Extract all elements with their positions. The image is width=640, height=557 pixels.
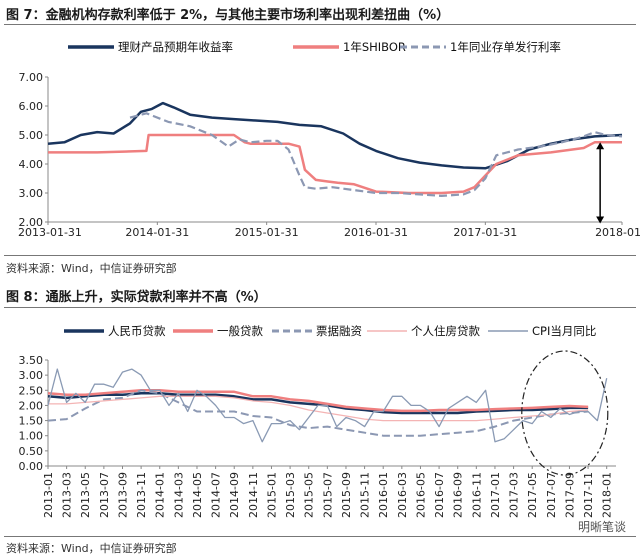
x-tick-label-31: 2018-01 — [601, 472, 614, 518]
y-tick-label-4: 5.00 — [19, 129, 44, 142]
chart-1: 理财产品预期年收益率 1年SHIBOR 1年同业存单发行利率 2.00 3.00 4.00… — [18, 40, 640, 239]
x-tick-label-11: 2014-09 — [228, 472, 241, 518]
chart-2-legend: 人民币贷款 一般贷款 票据融资 个人住房贷款 CPI当月同比 — [64, 324, 596, 338]
x-tick-label-12: 2014-11 — [247, 472, 260, 518]
y-tick-label-3: 1.00 — [19, 430, 44, 443]
x-tick-label-4: 2013-07 — [98, 472, 111, 518]
figure-2-title: 图 8：通胀上升，实际贷款利率并不高（%） — [6, 290, 267, 305]
legend-item-5: CPI当月同比 — [488, 324, 596, 338]
x-tick-label-13: 2015-01 — [265, 472, 278, 518]
chart-2-series-line-4 — [48, 395, 589, 422]
y-tick-label-7: 3.00 — [19, 369, 44, 382]
x-tick-label-18: 2015-11 — [359, 472, 372, 518]
chart-2-series-line-5 — [47, 368, 608, 443]
x-tick-label-22: 2016-07 — [433, 472, 446, 518]
y-tick-label-1: 2.00 — [19, 216, 44, 229]
x-tick-label-26: 2017-03 — [508, 472, 521, 518]
figure-2-source: 资料来源：Wind，中信证券研究部 — [6, 542, 177, 555]
legend-item-4: 个人住房贷款 — [367, 324, 480, 338]
x-tick-label-3: 2015-01-31 — [235, 226, 299, 239]
arrow-head-down — [596, 216, 605, 224]
x-tick-label-6: 2018-01-3 — [595, 226, 640, 239]
x-tick-label-6: 2013-11 — [135, 472, 148, 518]
y-tick-label-5: 2.00 — [19, 399, 44, 412]
x-tick-label-9: 2014-05 — [191, 472, 204, 518]
x-tick-label-21: 2016-05 — [414, 472, 427, 518]
x-tick-label-23: 2016-09 — [452, 472, 465, 518]
chart-2-series-line-3 — [47, 389, 589, 437]
y-tick-label-6: 2.50 — [19, 384, 44, 397]
x-tick-label-7: 2014-01 — [154, 472, 167, 518]
x-tick-label-19: 2016-01 — [377, 472, 390, 518]
figure-1-source: 资料来源：Wind，中信证券研究部 — [6, 262, 177, 275]
legend-item-3: 1年同业存单发行利率 — [400, 40, 561, 54]
x-tick-label-30: 2017-11 — [582, 472, 595, 518]
figure-1-bottom-rule — [4, 255, 636, 256]
chart-2-ellipse-annotation — [521, 350, 609, 476]
x-tick-label-3: 2013-05 — [79, 472, 92, 518]
x-tick-label-8: 2014-03 — [172, 472, 185, 518]
figure-1-title: 图 7：金融机构存款利率低于 2%，与其他主要市场利率出现利差扭曲（%） — [6, 8, 450, 23]
x-tick-label-2: 2013-03 — [61, 472, 74, 518]
y-tick-label-8: 3.50 — [19, 354, 44, 367]
x-tick-label-5: 2013-09 — [116, 472, 129, 518]
chart-1-series-line-1 — [47, 101, 623, 170]
watermark-text: 明晰笔谈 — [577, 520, 626, 534]
x-tick-label-4: 2016-01-31 — [344, 226, 408, 239]
legend-label-5: CPI当月同比 — [532, 324, 596, 338]
arrow-head-up — [596, 142, 605, 150]
x-tick-label-24: 2016-11 — [470, 472, 483, 518]
y-tick-label-1: 0.00 — [19, 460, 44, 473]
legend-item-1: 理财产品预期年收益率 — [68, 40, 233, 54]
legend-label-1: 人民币贷款 — [108, 324, 166, 338]
x-tick-label-20: 2016-03 — [396, 472, 409, 518]
legend-label-3: 票据融资 — [316, 324, 362, 338]
y-tick-label-2: 3.00 — [19, 187, 44, 200]
x-tick-label-15: 2015-05 — [303, 472, 316, 518]
x-tick-label-2: 2014-01-31 — [125, 226, 189, 239]
x-tick-label-28: 2017-07 — [545, 472, 558, 518]
y-tick-label-6: 7.00 — [19, 71, 44, 84]
x-tick-label-17: 2015-09 — [340, 472, 353, 518]
legend-item-3: 票据融资 — [272, 324, 362, 338]
legend-item-2: 1年SHIBOR — [293, 40, 406, 54]
chart-1-arrow-annotation — [596, 142, 605, 224]
x-tick-label-14: 2015-03 — [284, 472, 297, 518]
legend-item-2: 一般贷款 — [173, 324, 263, 338]
y-tick-label-5: 6.00 — [19, 100, 44, 113]
chart-2: 人民币贷款 一般贷款 票据融资 个人住房贷款 CPI当月同比 0.00 0.50 1.00 1.… — [19, 324, 616, 518]
x-tick-label-25: 2017-01 — [489, 472, 502, 518]
legend-label-2: 一般贷款 — [217, 324, 263, 338]
y-tick-label-3: 4.00 — [19, 158, 44, 171]
legend-label-1: 理财产品预期年收益率 — [118, 40, 233, 54]
x-tick-label-1: 2013-01 — [42, 472, 55, 518]
legend-label-3: 1年同业存单发行利率 — [450, 40, 561, 54]
y-tick-label-2: 0.50 — [19, 445, 44, 458]
legend-item-1: 人民币贷款 — [64, 324, 166, 338]
chart-2-series-line-1 — [47, 392, 589, 415]
x-tick-label-27: 2017-05 — [526, 472, 539, 518]
figure-1-title-rule — [4, 24, 636, 25]
y-tick-label-4: 1.50 — [19, 415, 44, 428]
x-tick-label-16: 2015-07 — [321, 472, 334, 518]
figure-2-bottom-rule — [4, 536, 636, 537]
legend-label-4: 个人住房贷款 — [411, 324, 480, 338]
chart-1-series-line-2 — [48, 133, 622, 195]
x-tick-label-10: 2014-07 — [210, 472, 223, 518]
x-tick-label-1: 2013-01-31 — [18, 226, 82, 239]
figure-2-title-rule — [4, 307, 636, 308]
chart-1-series-line-3 — [129, 112, 623, 197]
x-tick-label-5: 2017-01-31 — [453, 226, 517, 239]
x-tick-label-29: 2017-09 — [563, 472, 576, 518]
chart-1-legend: 理财产品预期年收益率 1年SHIBOR 1年同业存单发行利率 — [68, 40, 561, 54]
legend-label-2: 1年SHIBOR — [343, 40, 406, 54]
